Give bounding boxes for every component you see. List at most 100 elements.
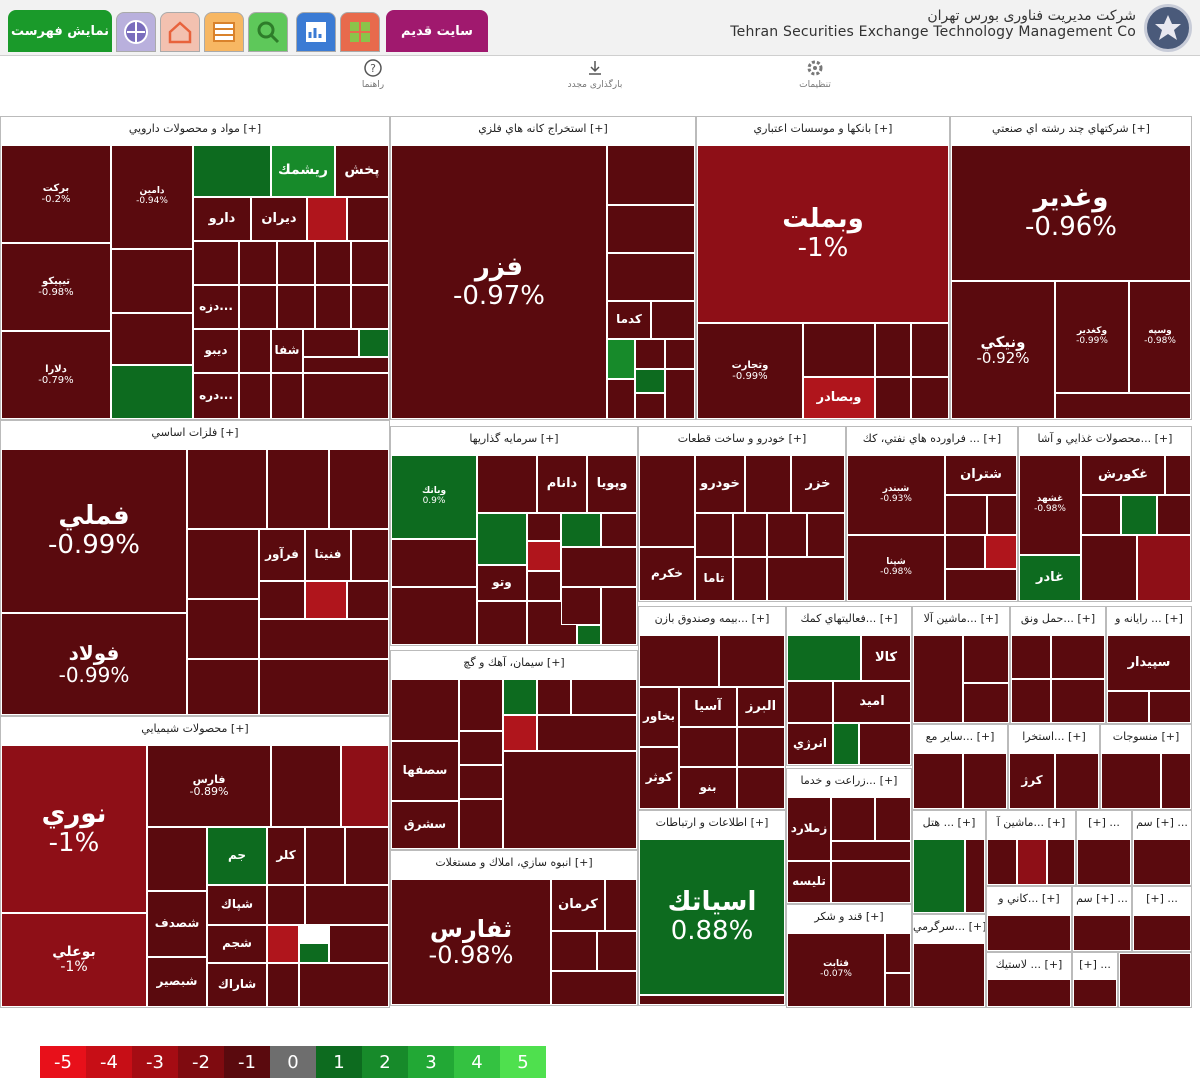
stock-cell[interactable]: [737, 767, 785, 809]
stock-cell[interactable]: [639, 995, 785, 1005]
stock-cell[interactable]: [561, 513, 601, 547]
stock-cell[interactable]: [341, 745, 389, 827]
stock-telise[interactable]: تليسه: [787, 861, 831, 903]
stock-cell[interactable]: [111, 313, 193, 365]
stock-kowsar[interactable]: كوثر: [639, 747, 679, 809]
stock-cell[interactable]: [537, 679, 571, 715]
stock-rishmak[interactable]: ريشمك: [271, 145, 335, 197]
stock-cell[interactable]: [277, 285, 315, 329]
stock-kdama[interactable]: كدما: [607, 301, 651, 339]
stock-cell[interactable]: [277, 241, 315, 285]
stock-cell[interactable]: [913, 943, 985, 1007]
stock-cell[interactable]: [239, 241, 277, 285]
stock-cell[interactable]: [299, 943, 329, 963]
sector-misc-b[interactable]: سم [+] ...: [1072, 886, 1132, 952]
stock-cell[interactable]: [639, 455, 695, 547]
stock-cell[interactable]: [315, 241, 351, 285]
stock-cell[interactable]: [1107, 691, 1149, 723]
sector-machinery[interactable]: ماشين آلا... [+]: [912, 606, 1010, 724]
stock-cell[interactable]: [271, 745, 341, 827]
sector-sugar[interactable]: قند و شكر [+] قثابت -0.07%: [786, 904, 912, 1008]
stock-asiatek[interactable]: اسياتك 0.88%: [639, 839, 785, 995]
stock-cell[interactable]: [695, 513, 733, 557]
sector-construction[interactable]: انبوه سازي، املاك و مستغلات [+] ثفارس -0.…: [390, 850, 638, 1006]
sector-title[interactable]: ماشين آ... [+]: [987, 811, 1075, 835]
stock-vbank[interactable]: وبانك 0.9%: [391, 455, 477, 539]
stock-cell[interactable]: [1121, 495, 1157, 535]
stock-cell[interactable]: [1081, 535, 1137, 601]
stock-cell[interactable]: [303, 373, 389, 419]
sector-title[interactable]: سرمايه گذاريها [+]: [391, 427, 637, 451]
sector-title[interactable]: منسوجات [+]: [1101, 725, 1191, 749]
sector-pharma[interactable]: مواد و محصولات دارويي [+] بركت -0.2% تيپي…: [0, 116, 390, 420]
stock-cell[interactable]: [459, 679, 503, 731]
stock-cell[interactable]: [537, 715, 637, 751]
chart-icon[interactable]: [296, 12, 336, 52]
settings-button[interactable]: تنظیمات: [770, 58, 860, 90]
sector-title[interactable]: محصولات غذايي و آشا... [+]: [1019, 427, 1191, 451]
stock-cell[interactable]: [987, 495, 1017, 535]
stock-tama[interactable]: تاما: [695, 557, 733, 601]
stock-cell[interactable]: [767, 557, 845, 601]
stock-cell[interactable]: [259, 581, 305, 619]
stock-cell[interactable]: [945, 569, 1017, 601]
stock-cell[interactable]: [1055, 753, 1099, 809]
sector-title[interactable]: قند و شكر [+]: [787, 905, 911, 929]
stock-cell[interactable]: [315, 285, 351, 329]
stock-cell[interactable]: [665, 339, 695, 369]
help-button[interactable]: ? راهنما: [328, 58, 418, 90]
sector-support[interactable]: فعاليتهاي كمك... [+] كالا اميد انرژي: [786, 606, 912, 766]
stock-cell[interactable]: [477, 513, 527, 565]
stock-cell[interactable]: [833, 723, 859, 765]
sector-title[interactable]: رايانه و ... [+]: [1107, 607, 1191, 631]
stock-shcharak[interactable]: شاراك: [207, 963, 267, 1007]
stock-vkadr[interactable]: وكغدير -0.99%: [1055, 281, 1129, 393]
stock-diran[interactable]: ديران: [251, 197, 307, 241]
sector-telecom[interactable]: اطلاعات و ارتباطات [+] اسياتك 0.88%: [638, 810, 786, 1006]
sector-title[interactable]: استخراج کانه هاي فلزي [+]: [391, 117, 695, 141]
sector-title[interactable]: فعاليتهاي كمك... [+]: [787, 607, 911, 631]
stock-vniki[interactable]: ونيكي -0.92%: [951, 281, 1055, 419]
sector-banks[interactable]: بانکها و موسسات اعتباري [+] وبملت -1% وتج…: [696, 116, 950, 420]
stock-vtejarat[interactable]: وتجارت -0.99%: [697, 323, 803, 419]
sector-food[interactable]: محصولات غذايي و آشا... [+] غشهد -0.98% غك…: [1018, 426, 1192, 602]
stock-cell[interactable]: [193, 145, 271, 197]
stock-cell[interactable]: [329, 449, 389, 529]
sector-insurance[interactable]: بيمه وصندوق بازن... [+] بخاور آسيا البرز…: [638, 606, 786, 810]
stock-cell[interactable]: [875, 323, 911, 377]
stock-cell[interactable]: [187, 529, 259, 599]
stock-shekal[interactable]: كلر: [267, 827, 305, 885]
stock-faravar[interactable]: فرآور: [259, 529, 305, 581]
stock-cell[interactable]: [831, 841, 911, 861]
old-site-button[interactable]: سایت قدیم: [386, 10, 488, 52]
stock-cell[interactable]: [719, 635, 785, 687]
stock-cell[interactable]: [885, 973, 911, 1007]
stock-shebandar[interactable]: شبندر -0.93%: [847, 455, 945, 535]
stock-cell[interactable]: [987, 979, 1071, 1007]
stock-cell[interactable]: [1133, 915, 1191, 951]
search-icon[interactable]: [248, 12, 288, 52]
stock-cell[interactable]: [963, 753, 1007, 809]
stock-cell[interactable]: [147, 827, 207, 891]
stock-cell[interactable]: [601, 587, 637, 645]
sector-transport[interactable]: حمل ونق... [+]: [1010, 606, 1106, 724]
stock-cell[interactable]: [1161, 753, 1191, 809]
sector-misc-a[interactable]: [+] ...: [1076, 810, 1132, 886]
sector-fertilizer[interactable]: سم [+] ...: [1132, 810, 1192, 886]
stock-cell[interactable]: [911, 377, 949, 419]
stock-vpouya[interactable]: وپويا: [587, 455, 637, 513]
stock-cell[interactable]: [391, 679, 459, 741]
sector-title[interactable]: سم [+] ...: [1133, 811, 1191, 835]
stock-cell[interactable]: [1077, 839, 1131, 885]
stock-cell[interactable]: [1101, 753, 1161, 809]
grid-icon[interactable]: [340, 12, 380, 52]
stock-cell[interactable]: [945, 535, 985, 569]
stock-shjam2[interactable]: شجم: [207, 925, 267, 963]
sector-other-mining[interactable]: ساير مع... [+]: [912, 724, 1008, 810]
sector-title[interactable]: [+] ...: [1077, 811, 1131, 835]
stock-cell[interactable]: [607, 379, 635, 419]
stock-cell[interactable]: [503, 715, 537, 751]
stock-cell[interactable]: [111, 249, 193, 313]
sector-textile[interactable]: منسوجات [+]: [1100, 724, 1192, 810]
stock-shjam[interactable]: جم: [207, 827, 267, 885]
